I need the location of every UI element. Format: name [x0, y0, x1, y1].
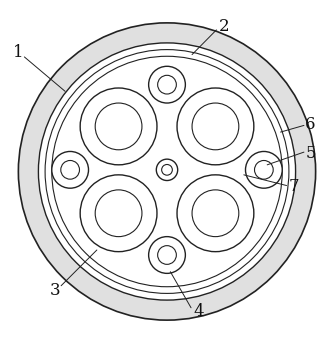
Circle shape: [52, 152, 89, 188]
Circle shape: [162, 165, 172, 175]
Circle shape: [192, 190, 239, 237]
Circle shape: [95, 190, 142, 237]
Text: 2: 2: [218, 18, 229, 35]
Circle shape: [158, 246, 176, 264]
Circle shape: [61, 161, 79, 179]
Circle shape: [192, 103, 239, 150]
Text: 3: 3: [50, 282, 60, 298]
Circle shape: [18, 23, 316, 320]
Circle shape: [177, 175, 254, 252]
Text: 1: 1: [13, 45, 24, 61]
Text: 6: 6: [305, 116, 316, 133]
Circle shape: [38, 43, 296, 300]
Text: 4: 4: [193, 303, 204, 320]
Text: 7: 7: [289, 178, 299, 195]
Circle shape: [255, 161, 273, 179]
Circle shape: [80, 175, 157, 252]
Circle shape: [158, 75, 176, 94]
Text: 5: 5: [305, 145, 316, 162]
Circle shape: [95, 103, 142, 150]
Circle shape: [177, 88, 254, 165]
Circle shape: [149, 66, 185, 103]
Circle shape: [149, 237, 185, 273]
Circle shape: [80, 88, 157, 165]
Circle shape: [156, 159, 178, 180]
Circle shape: [245, 152, 282, 188]
